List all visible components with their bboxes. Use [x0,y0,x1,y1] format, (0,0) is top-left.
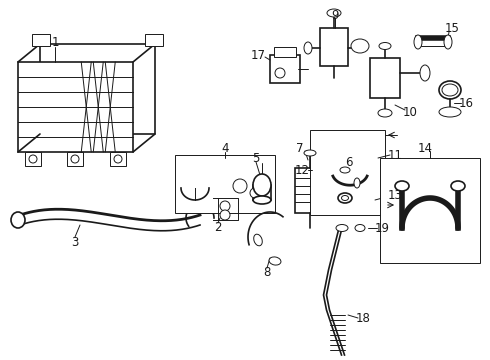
Ellipse shape [338,193,352,203]
Ellipse shape [414,35,422,49]
Circle shape [29,155,37,163]
Text: 13: 13 [388,189,402,202]
Text: 2: 2 [214,220,222,234]
Text: 19: 19 [374,221,390,234]
Bar [370,58,400,98]
Text: 15: 15 [444,22,460,35]
Text: 1: 1 [51,36,59,49]
Circle shape [220,201,230,211]
Text: 12: 12 [294,163,310,176]
Bar [320,28,348,66]
Ellipse shape [336,225,348,231]
Circle shape [114,155,122,163]
Ellipse shape [327,9,341,17]
Circle shape [275,68,285,78]
Bar [67,152,83,166]
Ellipse shape [451,181,465,191]
Bar [25,152,41,166]
Bar [32,34,50,46]
Bar [295,168,325,213]
Text: 4: 4 [221,141,229,154]
Ellipse shape [342,195,348,201]
Ellipse shape [351,39,369,53]
Text: 6: 6 [345,156,353,168]
Ellipse shape [254,234,262,246]
Bar [18,62,133,152]
Bar [310,130,385,215]
Ellipse shape [439,107,461,117]
Text: 17: 17 [250,49,266,62]
Ellipse shape [395,181,409,191]
Bar [110,152,126,166]
Ellipse shape [11,212,25,228]
Ellipse shape [354,178,360,188]
Ellipse shape [304,42,312,54]
Ellipse shape [355,225,365,231]
Ellipse shape [269,257,281,265]
Bar [270,55,300,83]
Ellipse shape [378,109,392,117]
Ellipse shape [439,81,461,99]
Bar [380,158,480,263]
Bar [274,47,296,57]
Circle shape [233,179,247,193]
Ellipse shape [379,42,391,50]
Ellipse shape [442,84,458,96]
Text: 9: 9 [331,9,339,22]
Ellipse shape [253,196,271,204]
Ellipse shape [420,65,430,81]
Text: 11: 11 [388,149,402,162]
Text: 10: 10 [403,105,417,118]
Ellipse shape [444,35,452,49]
Text: 18: 18 [356,311,370,324]
Ellipse shape [340,167,350,173]
Circle shape [220,210,230,220]
Circle shape [71,155,79,163]
Text: 16: 16 [459,96,473,109]
Text: 8: 8 [263,266,270,279]
Text: 3: 3 [72,235,79,248]
Text: 5: 5 [252,152,260,165]
Text: 7: 7 [296,141,304,154]
Text: 14: 14 [417,141,433,154]
Ellipse shape [304,150,316,156]
Ellipse shape [253,174,271,196]
Bar [145,34,163,46]
Circle shape [250,188,260,198]
Bar [175,155,275,213]
